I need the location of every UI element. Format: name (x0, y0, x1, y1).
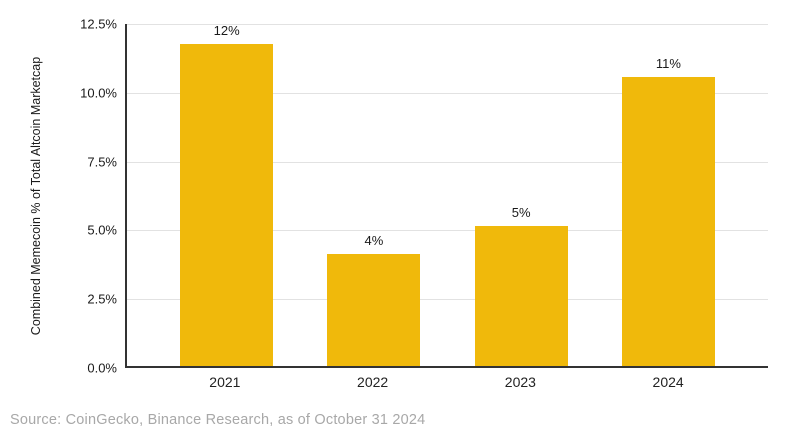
bar-value-label: 12% (213, 23, 240, 38)
bar-value-label: 4% (364, 232, 384, 248)
y-axis-title: Combined Memecoin % of Total Altcoin Mar… (29, 56, 43, 336)
y-tick-label: 0.0% (87, 360, 117, 376)
y-tick-label: 2.5% (87, 291, 117, 307)
gridline (127, 230, 768, 232)
y-tick-label: 10.0% (80, 85, 117, 101)
y-tick-label: 7.5% (87, 154, 117, 170)
bar-2024[interactable] (621, 77, 715, 366)
x-tick-label-2021: 2021 (209, 374, 241, 390)
bar-2021[interactable] (180, 44, 273, 366)
gridline (127, 161, 768, 163)
bar-slot: 11% (595, 24, 742, 366)
source-note: Source: CoinGecko, Binance Research, as … (10, 412, 426, 428)
bar-slot: 4% (300, 24, 447, 366)
bar-slot: 5% (448, 24, 595, 366)
bar-2022[interactable] (327, 253, 421, 366)
y-tick-label: 12.5% (80, 16, 117, 32)
bar-value-label: 5% (511, 205, 531, 221)
gridline (127, 92, 768, 94)
x-tick-label-2023: 2023 (504, 374, 536, 390)
x-tick-label-2022: 2022 (357, 374, 389, 390)
bar-value-label: 11% (655, 56, 681, 72)
bar-2023[interactable] (474, 226, 568, 366)
x-tick-labels: 2021 2022 2023 2024 (151, 374, 742, 390)
x-tick-label-2024: 2024 (652, 374, 684, 390)
bars-container: 12% 4% 5% 11% (153, 24, 742, 366)
y-tick-label: 5.0% (87, 222, 117, 238)
gridline (127, 299, 768, 301)
gridline (127, 24, 768, 25)
plot-area: 12% 4% 5% 11% (125, 24, 768, 368)
bar-slot: 12% (153, 24, 300, 366)
